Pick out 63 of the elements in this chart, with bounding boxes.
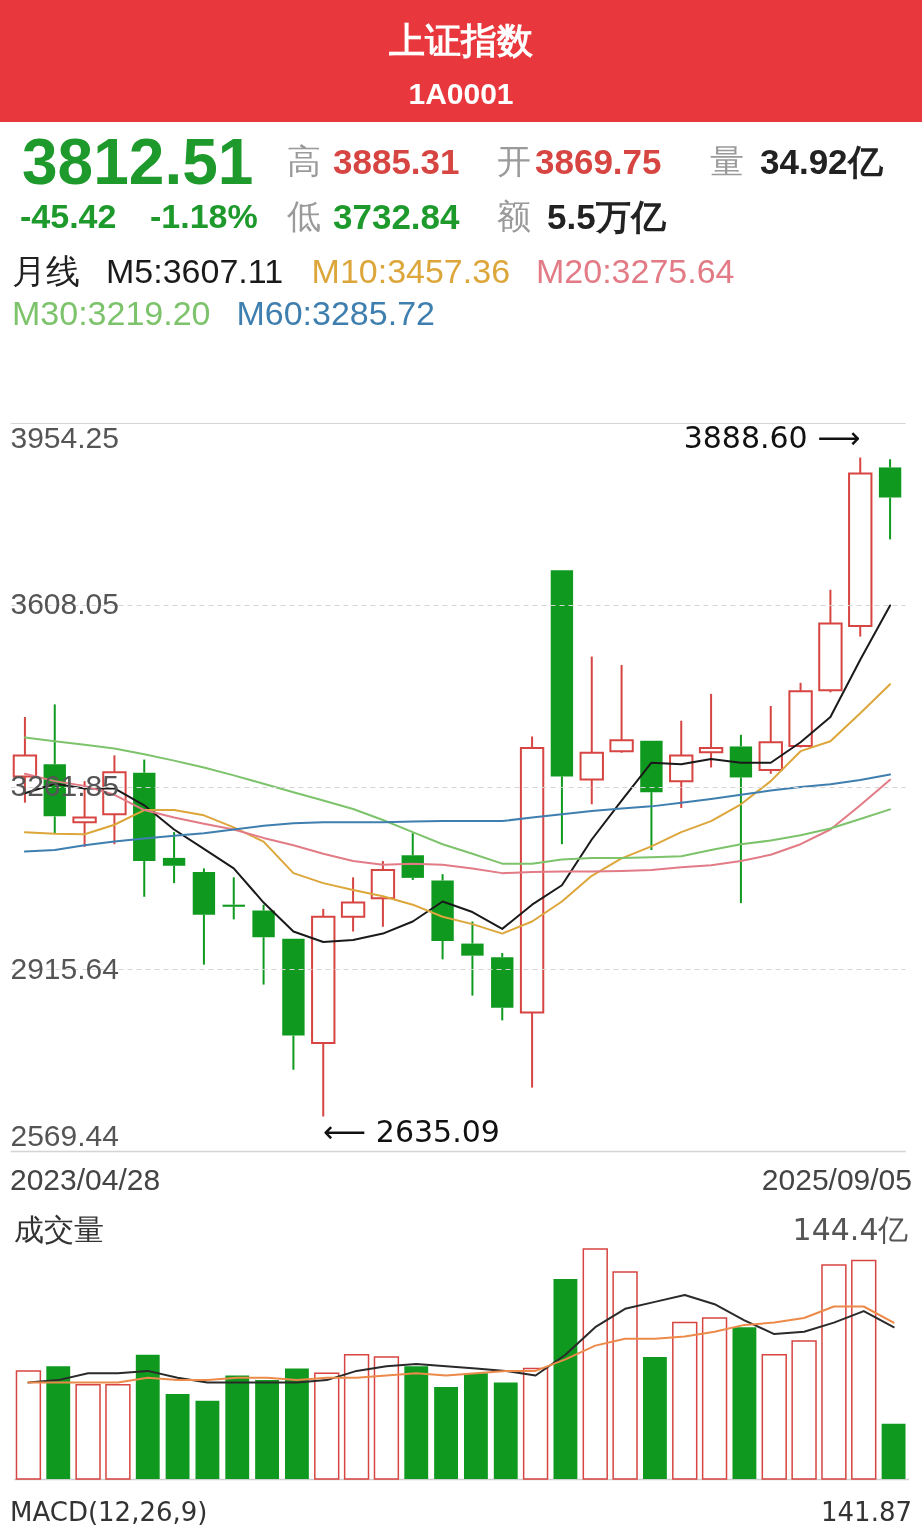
- text: -1.18%: [150, 197, 258, 235]
- text: 3812.51: [22, 126, 254, 198]
- text: 量: [710, 142, 744, 180]
- bar: [821, 1264, 847, 1480]
- bar: [225, 1375, 250, 1479]
- text: M5:3607.11: [106, 252, 284, 290]
- text: 2023/04/28: [10, 1163, 161, 1196]
- bar: [343, 1354, 370, 1480]
- bar: [75, 1383, 101, 1480]
- bar: [135, 1354, 160, 1479]
- y-tick-label: 2569.44: [10, 1118, 119, 1152]
- annotation: ⟵ 2635.09: [323, 1114, 500, 1150]
- y-tick-label: 3608.05: [10, 587, 119, 621]
- text: M60:3285.72: [236, 294, 435, 332]
- text: M30:3219.20: [12, 294, 211, 332]
- text: 低: [287, 197, 321, 235]
- bar: [493, 1382, 518, 1479]
- bar: [522, 1367, 549, 1480]
- bar: [463, 1373, 488, 1479]
- text: 3885.31: [333, 142, 460, 181]
- bar: [553, 1278, 578, 1479]
- bar: [105, 1383, 131, 1480]
- text: M20:3275.64: [536, 252, 735, 290]
- legend-title: 月线: [12, 252, 80, 290]
- bar: [851, 1259, 877, 1480]
- annotation: 3888.60 ⟶: [683, 419, 861, 455]
- bar: [761, 1354, 787, 1480]
- bar: [195, 1400, 220, 1479]
- y-tick-label: 2915.64: [10, 951, 119, 985]
- text: 5.5万亿: [547, 197, 667, 236]
- text: M10:3457.36: [311, 252, 511, 290]
- text: 2025/09/05: [761, 1163, 912, 1196]
- bar: [404, 1366, 429, 1479]
- bar: [642, 1357, 667, 1479]
- text: 额: [497, 197, 531, 235]
- bar: [165, 1393, 190, 1479]
- text: 3869.75: [535, 142, 662, 181]
- bar: [701, 1317, 728, 1480]
- bar: [732, 1327, 757, 1479]
- bar: [373, 1356, 400, 1480]
- bar: [314, 1372, 340, 1480]
- text: MACD(12,26,9): [10, 1497, 208, 1527]
- bar: [15, 1370, 42, 1480]
- y-tick-label: 3954.25: [10, 420, 119, 454]
- text: 高: [287, 142, 321, 180]
- text: 上证指数: [389, 20, 534, 61]
- text: 141.87: [821, 1497, 912, 1527]
- bar: [255, 1380, 280, 1479]
- text: 开: [497, 142, 531, 180]
- text: -45.42: [20, 197, 117, 235]
- bar: [582, 1248, 608, 1480]
- text: 1A0001: [408, 77, 514, 110]
- chart-title: 成交量: [13, 1212, 104, 1247]
- text: 34.92亿: [760, 142, 884, 181]
- bar: [791, 1340, 817, 1480]
- bar: [284, 1368, 309, 1479]
- bar: [881, 1423, 906, 1479]
- bar: [434, 1387, 459, 1479]
- bar: [46, 1366, 71, 1479]
- bar: [612, 1271, 638, 1480]
- bar: [672, 1321, 698, 1480]
- text: 3732.84: [333, 197, 461, 236]
- text: 144.4亿: [792, 1212, 909, 1247]
